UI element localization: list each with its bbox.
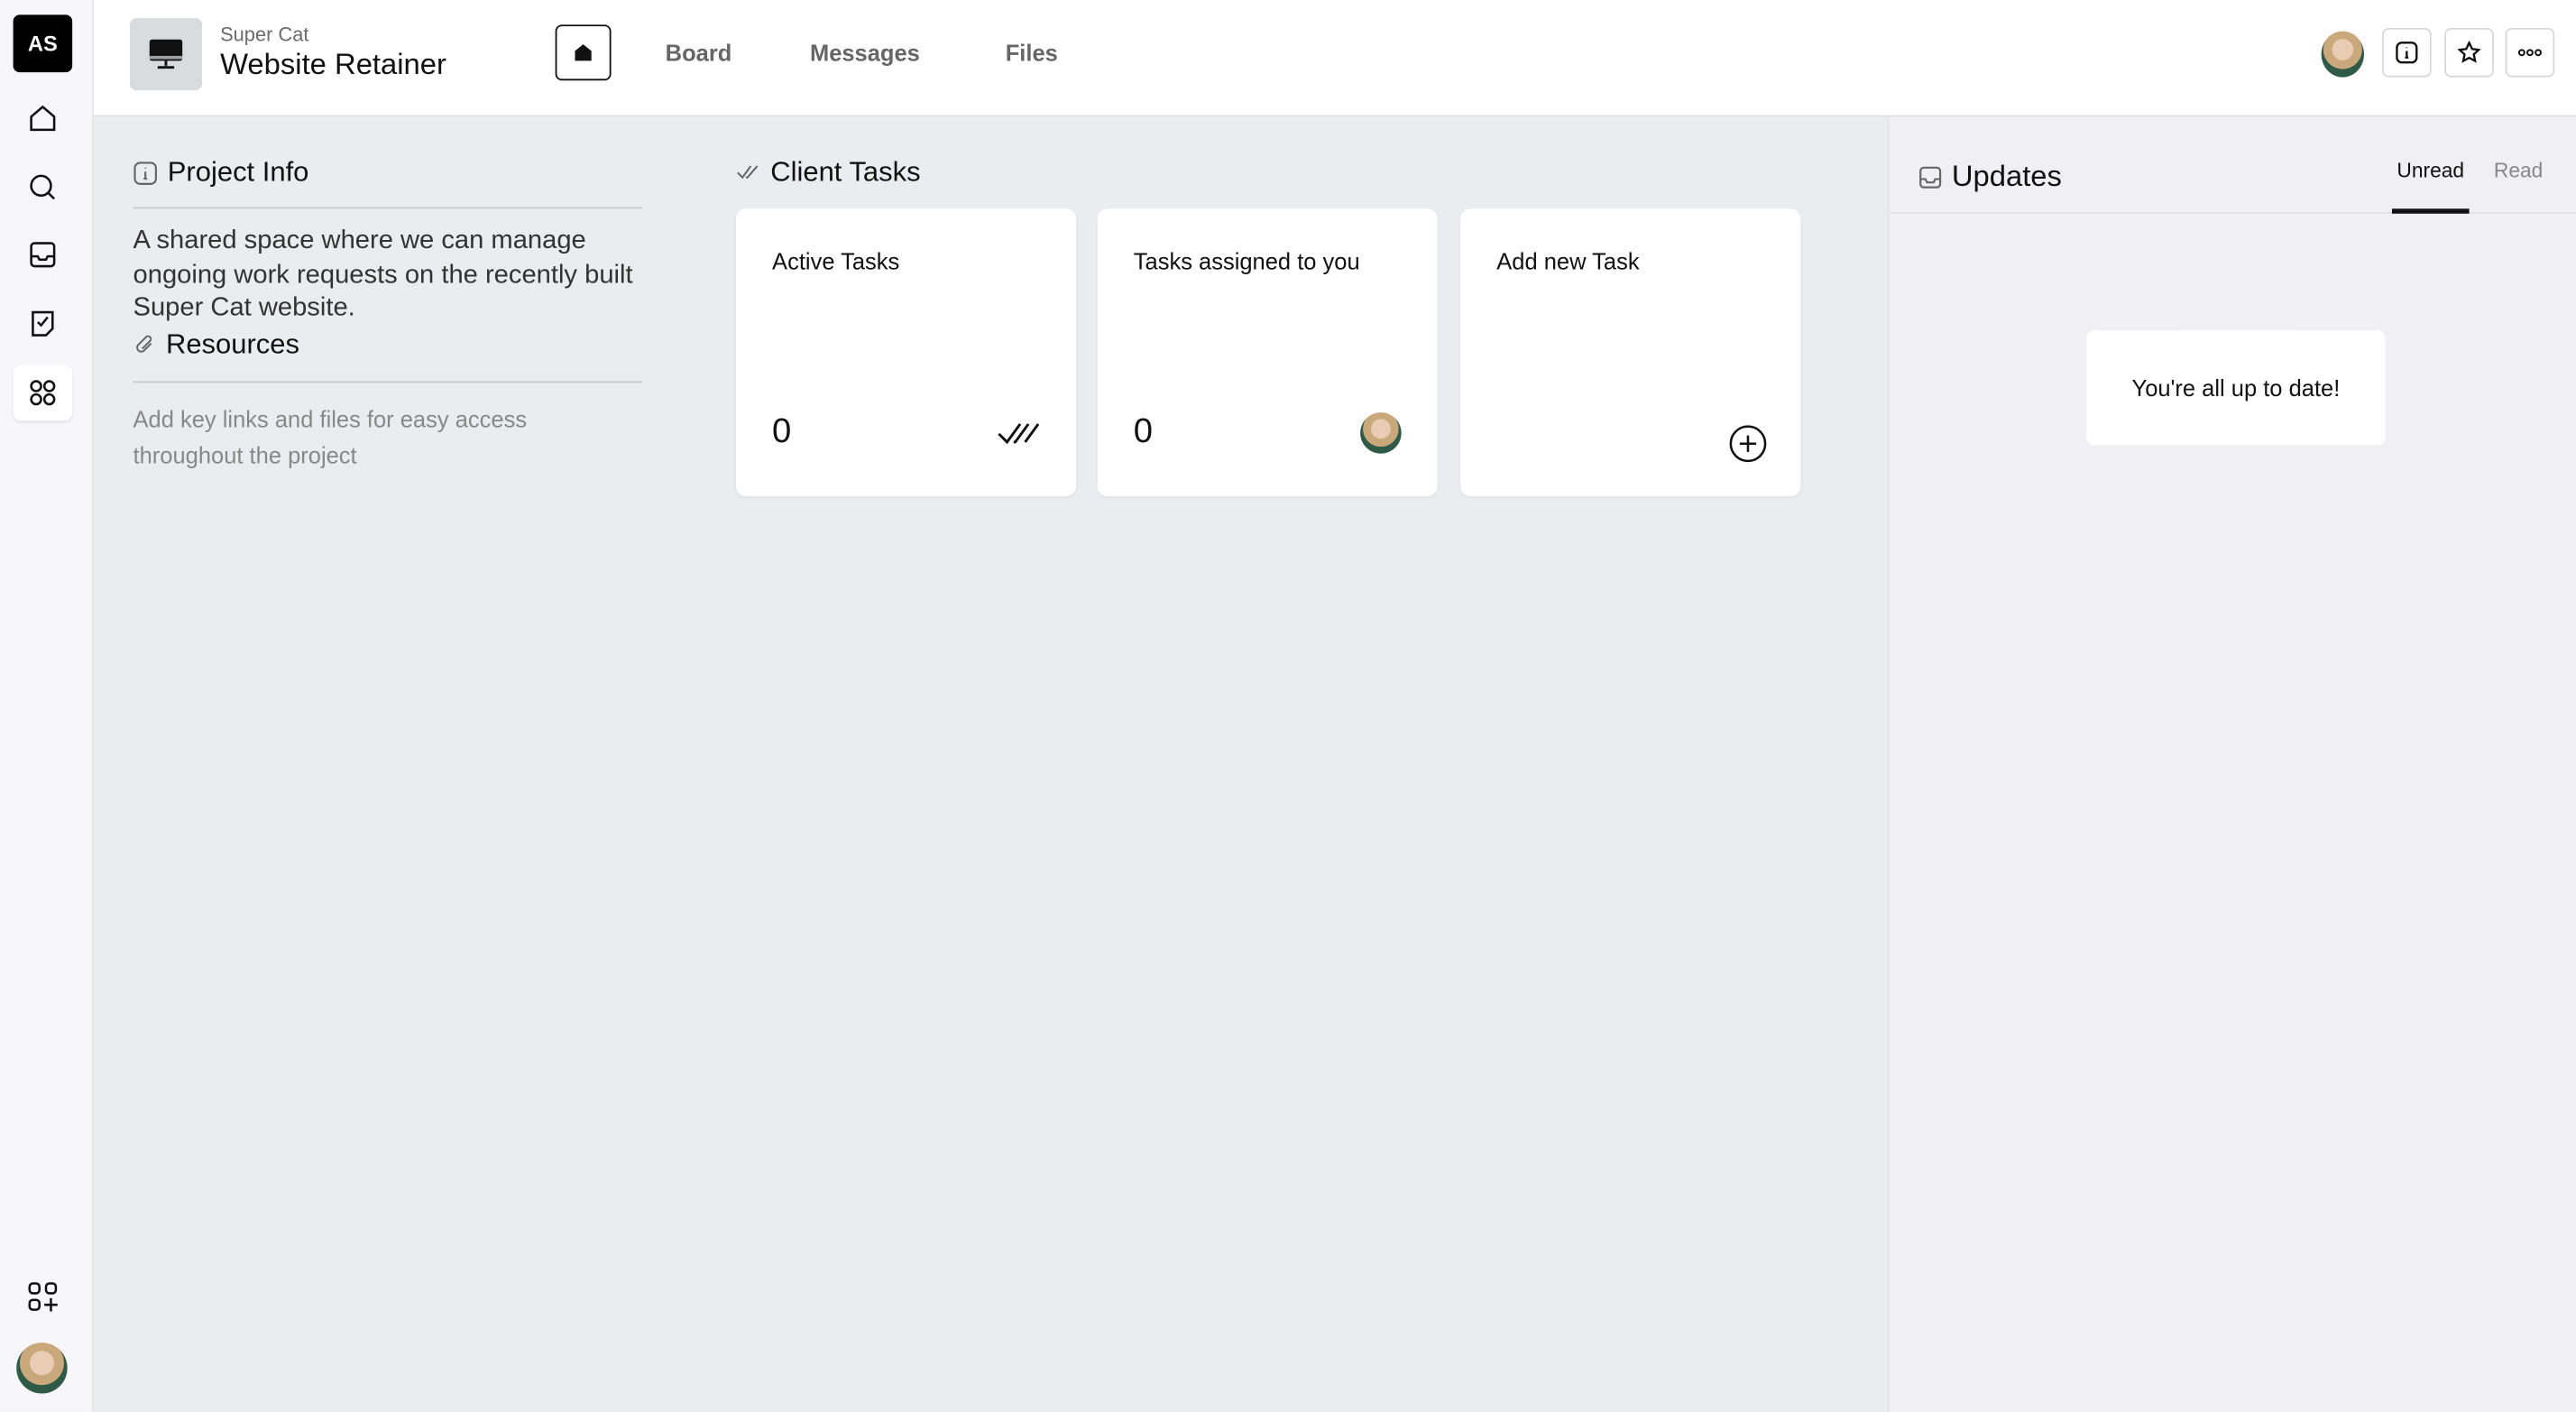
updates-heading: Updates xyxy=(1918,160,2062,194)
tab-home[interactable] xyxy=(555,24,612,81)
updates-panel: Updates Unread Read You're all up to dat… xyxy=(1887,116,2576,1412)
add-task-card[interactable]: Add new Task xyxy=(1460,208,1801,497)
active-tab-indicator xyxy=(2391,208,2470,214)
plus-circle-icon[interactable] xyxy=(1728,424,1768,464)
empty-state-message: You're all up to date! xyxy=(2086,330,2386,446)
active-tasks-card[interactable]: Active Tasks 0 xyxy=(735,208,1077,497)
tabs-divider xyxy=(1889,211,2576,214)
resources-heading: Resources xyxy=(133,328,299,361)
project-title[interactable]: Website Retainer xyxy=(220,47,446,81)
tab-unread[interactable]: Unread xyxy=(2397,159,2465,183)
home-filled-icon xyxy=(575,44,592,61)
resources-title: Resources xyxy=(165,328,299,360)
tab-files[interactable]: Files xyxy=(1005,39,1058,66)
resources-hint[interactable]: Add key links and files for easy access … xyxy=(133,405,528,468)
star-icon xyxy=(2457,41,2481,63)
tab-board[interactable]: Board xyxy=(665,39,732,66)
left-rail: AS xyxy=(0,0,94,1412)
updates-title: Updates xyxy=(1951,159,2062,193)
rail-tasks-button[interactable] xyxy=(14,296,73,352)
card-count: 0 xyxy=(1133,412,1154,451)
card-count: 0 xyxy=(772,412,792,451)
info-icon xyxy=(133,161,157,185)
project-info-heading: Project Info xyxy=(133,156,309,189)
rail-add-app-button[interactable] xyxy=(14,1269,73,1324)
apps-icon xyxy=(30,380,56,406)
more-icon xyxy=(2517,49,2542,57)
client-tasks-heading: Client Tasks xyxy=(736,156,921,189)
divider xyxy=(133,381,643,383)
rail-home-button[interactable] xyxy=(14,90,73,146)
client-tasks-title: Client Tasks xyxy=(770,156,921,188)
card-label: Active Tasks xyxy=(772,248,900,275)
project-description[interactable]: A shared space where we can manage ongoi… xyxy=(133,226,633,322)
info-button[interactable] xyxy=(2382,27,2432,78)
monitor-icon xyxy=(149,39,183,69)
project-icon xyxy=(129,18,203,91)
add-app-icon xyxy=(28,1282,58,1312)
inbox-icon xyxy=(30,242,56,268)
inbox-icon xyxy=(1919,165,1942,188)
search-icon xyxy=(30,174,56,200)
user-avatar[interactable] xyxy=(16,1343,68,1394)
client-name: Super Cat xyxy=(220,23,309,46)
assignee-avatar xyxy=(1360,412,1402,454)
project-header: Super Cat Website Retainer Board Message… xyxy=(93,0,2576,117)
rail-apps-button[interactable] xyxy=(13,365,73,421)
assigned-tasks-card[interactable]: Tasks assigned to you 0 xyxy=(1097,208,1438,497)
tasks-icon xyxy=(32,310,54,337)
favorite-button[interactable] xyxy=(2444,27,2494,78)
tab-messages[interactable]: Messages xyxy=(809,39,920,66)
workspace-badge[interactable]: AS xyxy=(13,14,73,73)
card-label: Tasks assigned to you xyxy=(1133,248,1360,275)
info-icon xyxy=(2396,42,2418,64)
double-check-icon xyxy=(737,165,759,180)
divider xyxy=(133,207,643,209)
rail-inbox-button[interactable] xyxy=(14,226,73,282)
member-avatar[interactable] xyxy=(2321,31,2364,78)
double-check-icon xyxy=(998,423,1040,445)
project-info-title: Project Info xyxy=(167,156,309,188)
home-icon xyxy=(30,105,56,132)
rail-search-button[interactable] xyxy=(14,160,73,216)
paperclip-icon xyxy=(136,335,152,353)
card-label: Add new Task xyxy=(1496,248,1640,275)
more-button[interactable] xyxy=(2505,27,2555,78)
tab-read[interactable]: Read xyxy=(2493,159,2544,183)
